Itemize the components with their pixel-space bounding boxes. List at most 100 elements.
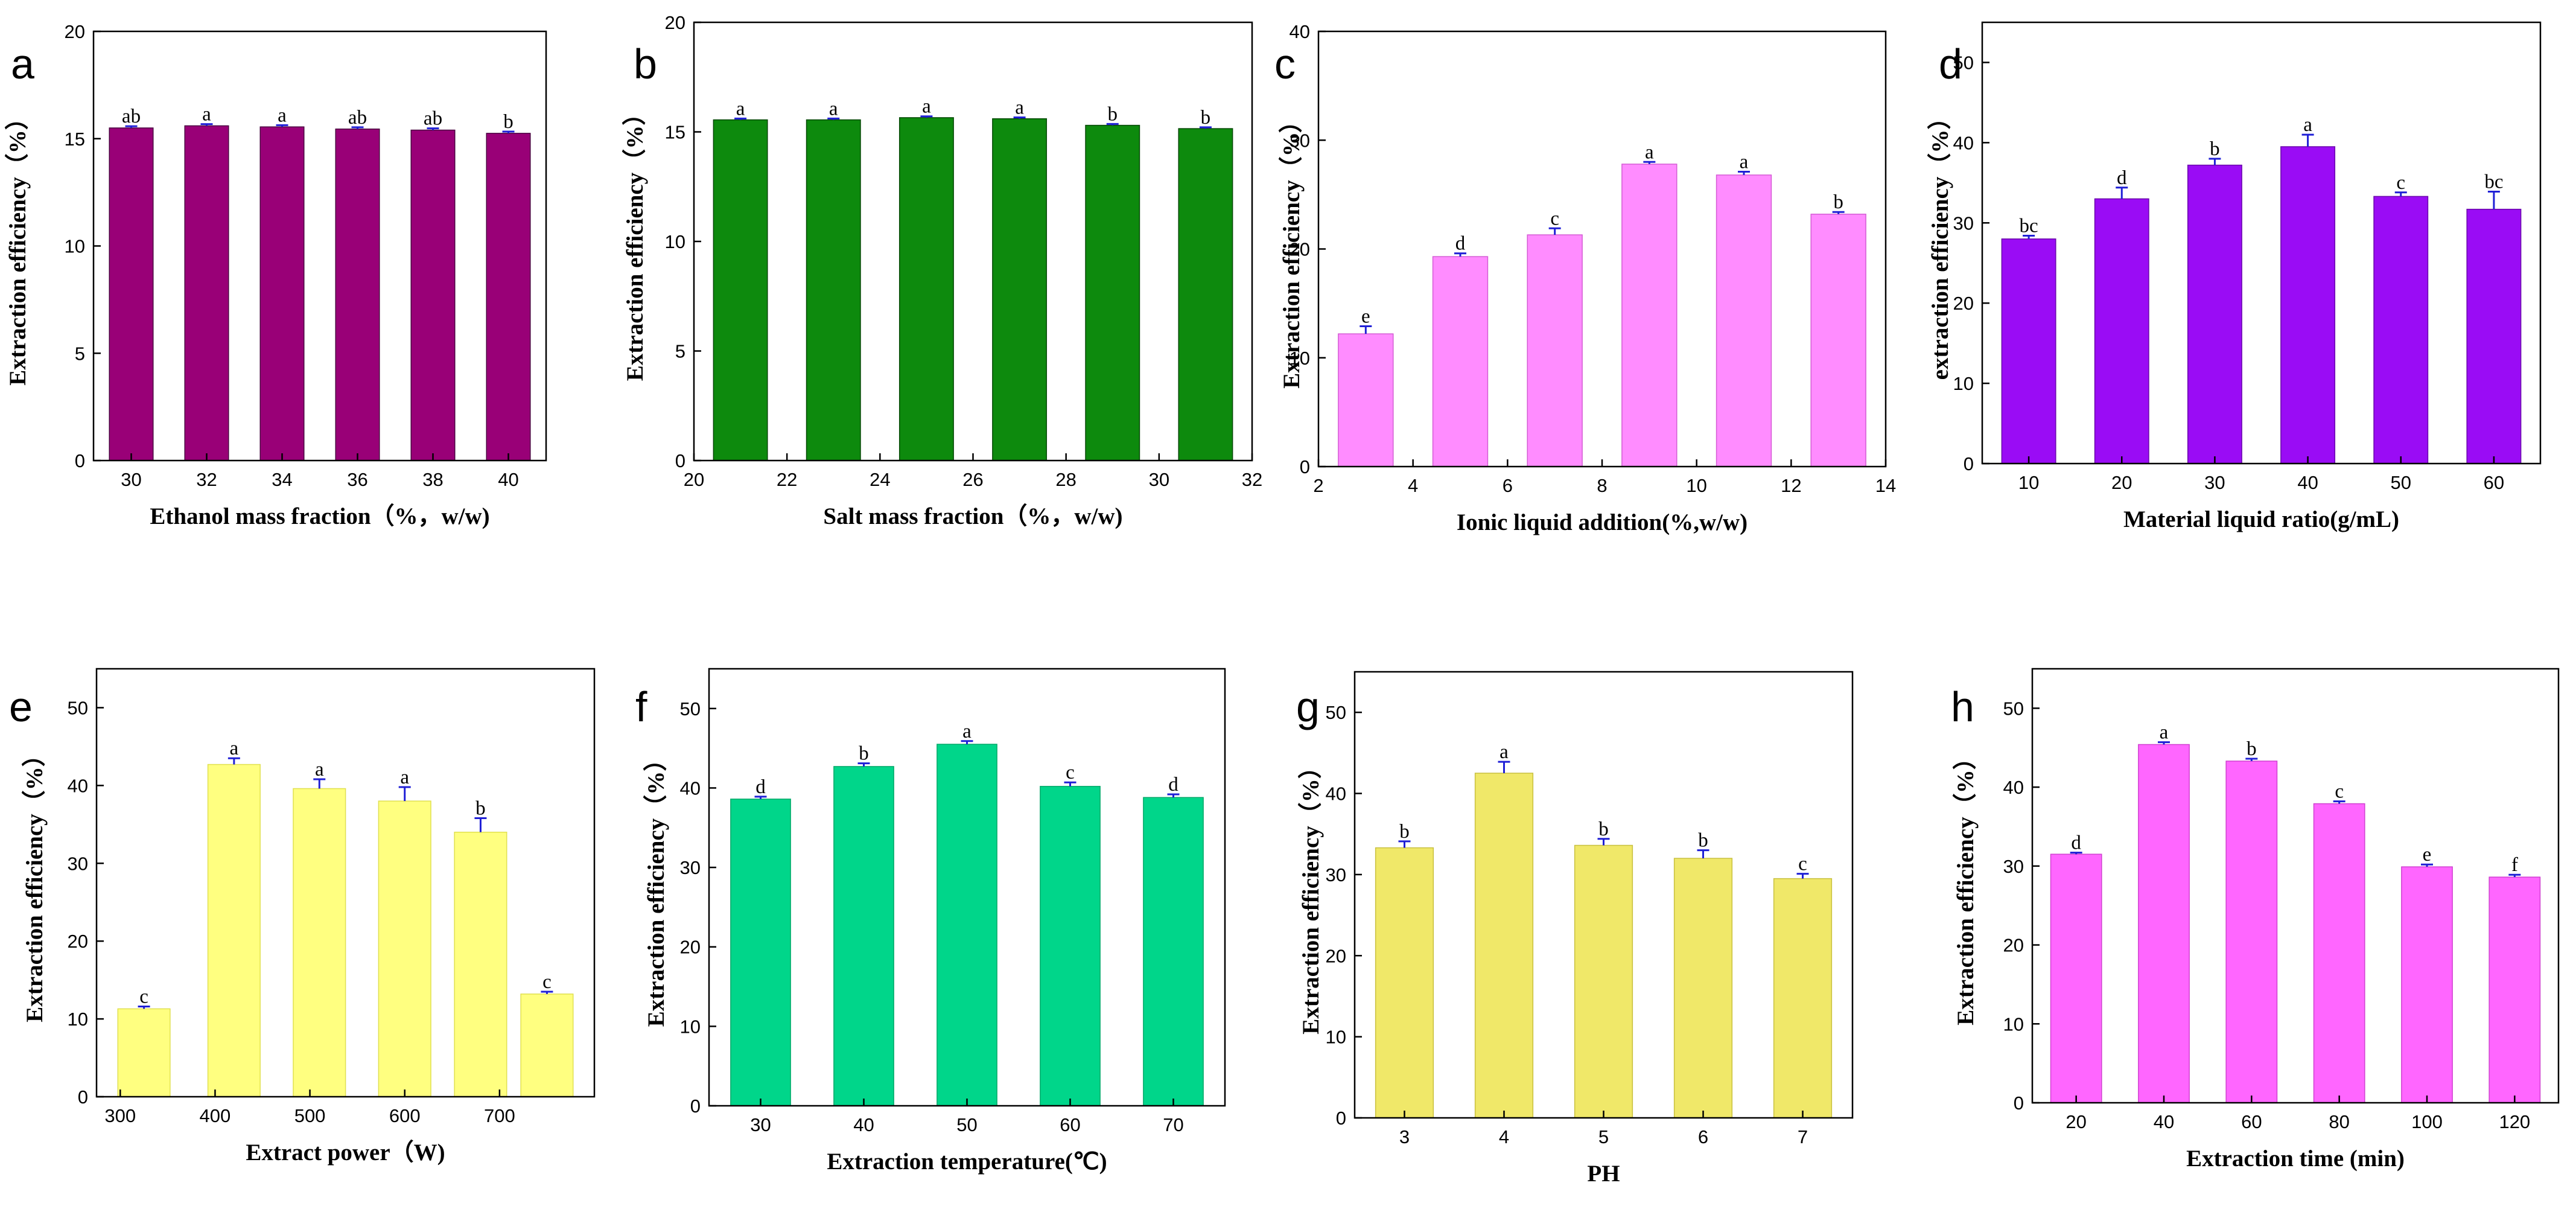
x-tick-label: 30 [750,1114,771,1135]
error-bar-c-1 [1360,325,1372,334]
y-tick-label: 0 [75,450,85,471]
error-bar-a-1 [125,125,138,128]
error-bar-h-2 [2158,741,2170,745]
y-tick-label: 0 [690,1096,701,1117]
panel-label: a [11,40,34,88]
x-axis-title: Salt mass fraction（%，w/w) [823,503,1122,529]
bar-d-5 [2373,196,2429,464]
x-axis-title: Ethanol mass fraction（%，w/w) [150,503,489,529]
significance-letter: d [1455,233,1466,255]
error-bar-a-5 [427,127,439,130]
significance-letter: c [1798,853,1807,875]
error-bar-c-3 [1548,227,1561,235]
bar-b-6 [1178,128,1233,461]
y-tick-label: 40 [1953,132,1974,153]
y-tick-label: 40 [1326,783,1346,805]
x-axis-title: Extraction temperature(℃) [827,1149,1107,1175]
y-axis-title: Extraction efficiency（%） [1953,746,1979,1025]
plot-frame [1317,30,1887,468]
significance-letter: b [1399,821,1410,843]
error-bar-h-6 [2508,873,2521,878]
panel-label: h [1951,683,1974,730]
y-tick-label: 20 [1290,239,1310,260]
y-tick-label: 50 [68,697,88,718]
plot-frame [2031,668,2560,1104]
bar-a-1 [109,127,154,461]
significance-letter: e [1361,305,1370,327]
x-tick-label: 14 [1875,475,1896,496]
significance-letter: a [1015,97,1024,119]
significance-letter: b [475,798,486,820]
x-tick-label: 500 [294,1105,326,1126]
significance-letter: b [1833,191,1843,213]
y-tick-label: 20 [1326,945,1346,966]
significance-letter: a [1499,741,1509,763]
x-tick-label: 20 [2066,1111,2086,1132]
significance-letter: a [400,767,409,788]
significance-letter: c [2396,172,2405,194]
bar-c-2 [1432,256,1489,467]
x-tick-label: 70 [1163,1114,1183,1135]
significance-letter: a [829,98,838,120]
bar-a-4 [335,129,380,461]
significance-letter: ab [122,106,141,127]
significance-letter: e [2423,844,2432,866]
y-tick-label: 30 [680,857,701,878]
panel-label: f [635,683,647,730]
significance-letter: a [230,738,239,759]
significance-letter: a [1645,141,1654,163]
x-axis-title: Material liquid ratio(g/mL) [2123,506,2399,532]
y-tick-label: 5 [75,343,85,364]
significance-letter: d [2071,832,2081,854]
panel-label: b [634,40,657,88]
significance-letter: a [315,759,324,780]
x-tick-label: 38 [422,469,443,490]
error-bar-e-5 [474,817,487,832]
error-bar-b-3 [920,115,933,118]
x-tick-label: 24 [870,469,890,490]
error-bar-b-5 [1106,123,1119,126]
x-tick-label: 6 [1698,1126,1708,1147]
plot-frame [1981,21,2542,465]
x-tick-label: 50 [2391,472,2411,493]
significance-letter: ab [424,108,442,130]
bar-c-4 [1621,164,1678,467]
chart-panel-a: ab a a ab ab b 0 5 10 15 20 30 32 34 36 38 40 Ethanol mas… [5,21,547,529]
bar-b-2 [806,119,861,461]
bar-f-2 [833,766,894,1106]
x-tick-label: 3 [1399,1126,1410,1147]
x-tick-label: 22 [777,469,797,490]
error-bar-a-3 [276,124,288,127]
bar-d-6 [2466,208,2522,464]
chart-panel-e: c a a a b c 0 10 20 30 40 50 300 400 500 600 700 Extract … [9,668,596,1166]
error-bar-h-3 [2245,758,2258,761]
error-bar-b-6 [1199,126,1212,129]
bar-h-5 [2401,866,2453,1103]
x-tick-label: 400 [200,1105,231,1126]
x-tick-label: 2 [1313,475,1323,496]
error-bar-f-5 [1167,793,1180,798]
error-bar-f-1 [754,796,767,799]
x-tick-label: 30 [1149,469,1169,490]
x-tick-label: 30 [2204,472,2225,493]
bar-h-4 [2313,803,2365,1103]
y-tick-label: 30 [1290,130,1310,151]
x-tick-label: 40 [498,469,518,490]
x-axis-title: Extraction time (min) [2186,1146,2405,1172]
significance-letter: a [736,98,745,120]
error-bar-d-4 [2301,133,2314,147]
y-tick-label: 0 [2014,1093,2024,1114]
panel-label: e [9,683,33,730]
chart-panel-b: a a a a b b 0 5 10 15 20 20 22 24 26 28 30 32 Salt mass fr… [622,12,1262,529]
y-tick-label: 0 [1964,453,1974,474]
bar-c-6 [1810,214,1866,467]
significance-letter: c [139,986,148,1007]
significance-letter: b [1598,818,1609,840]
error-bar-c-5 [1738,171,1750,175]
y-tick-label: 30 [1326,864,1346,885]
x-tick-label: 10 [1686,475,1706,496]
x-tick-label: 30 [121,469,141,490]
bar-e-4 [378,800,431,1097]
x-axis-title: PH [1587,1161,1620,1187]
